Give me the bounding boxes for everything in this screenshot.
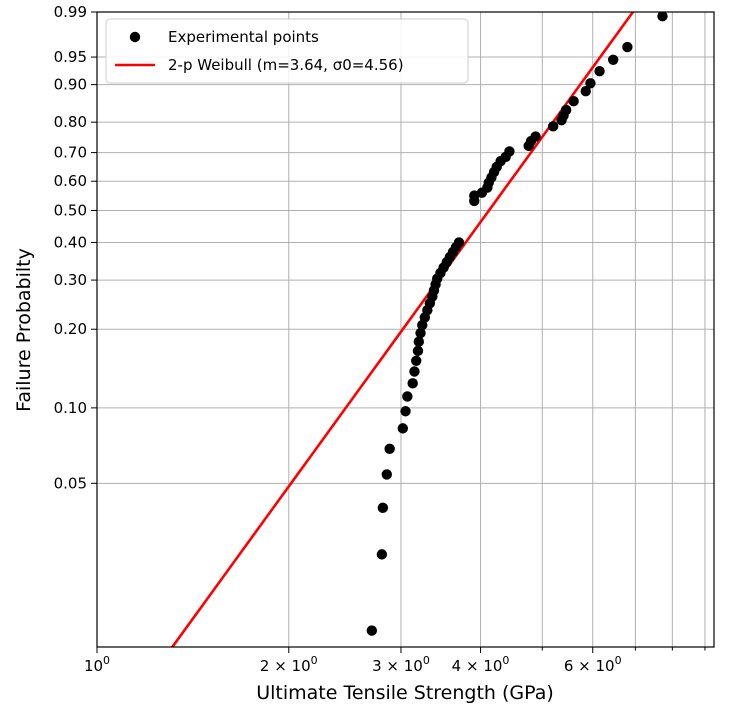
y-axis-label: Failure Probabilty xyxy=(13,248,35,412)
experimental-point xyxy=(409,366,420,377)
experimental-point xyxy=(594,66,605,77)
experimental-point xyxy=(402,391,413,402)
y-tick-label: 0.10 xyxy=(54,399,87,417)
experimental-point xyxy=(377,502,389,513)
experimental-point xyxy=(530,131,541,142)
experimental-point xyxy=(453,237,465,248)
x-tick-label: 100 xyxy=(84,654,110,675)
experimental-point xyxy=(411,355,422,366)
experimental-point xyxy=(585,78,596,89)
experimental-point xyxy=(397,423,409,434)
experimental-point xyxy=(376,549,388,560)
x-axis-label: Ultimate Tensile Strength (GPa) xyxy=(256,682,554,704)
experimental-point xyxy=(366,625,378,636)
experimental-point xyxy=(580,86,591,97)
y-tick-label: 0.99 xyxy=(54,3,87,21)
experimental-point xyxy=(568,95,579,107)
legend: Experimental points 2-p Weibull (m=3.64, … xyxy=(105,18,469,84)
y-tick-label: 0.30 xyxy=(54,271,87,289)
experimental-point xyxy=(657,12,668,22)
experimental-point xyxy=(622,41,633,53)
y-tick-label: 0.20 xyxy=(54,320,87,338)
y-tick-label: 0.80 xyxy=(54,113,87,131)
experimental-point xyxy=(504,146,515,157)
experimental-point xyxy=(381,469,392,480)
experimental-point xyxy=(413,336,425,347)
experimental-point xyxy=(384,443,395,455)
legend-marker-experimental xyxy=(129,31,141,43)
legend-label-experimental: Experimental points xyxy=(168,28,319,46)
y-tick-label: 0.90 xyxy=(54,76,87,94)
y-tick-label: 0.95 xyxy=(54,48,87,66)
experimental-point xyxy=(407,378,418,389)
x-tick-label: 2 × 100 xyxy=(260,654,318,675)
weibull-fit-line xyxy=(170,12,635,647)
x-tick-label: 3 × 100 xyxy=(372,654,430,675)
experimental-point xyxy=(415,327,426,339)
grid-lines xyxy=(96,11,714,647)
y-tick-label: 0.05 xyxy=(54,474,87,492)
experimental-point xyxy=(607,54,619,65)
experimental-point xyxy=(560,104,572,116)
x-tick-label: 4 × 100 xyxy=(452,654,510,675)
y-tick-label: 0.70 xyxy=(54,144,87,162)
x-tick-label: 6 × 100 xyxy=(564,654,622,675)
axis-ticks: 100 2 × 100 3 × 100 4 × 100 6 × 100 0.05 0.10 0… xyxy=(54,3,706,675)
y-tick-label: 0.40 xyxy=(54,233,87,251)
legend-label-weibull: 2-p Weibull (m=3.64, σ0=4.56) xyxy=(168,56,404,74)
y-tick-label: 0.50 xyxy=(54,201,87,219)
legend-box xyxy=(105,18,469,84)
experimental-point xyxy=(400,406,411,417)
experimental-point xyxy=(412,345,424,357)
experimental-point xyxy=(547,121,559,132)
y-tick-label: 0.60 xyxy=(54,172,87,190)
series-layer xyxy=(170,12,668,647)
